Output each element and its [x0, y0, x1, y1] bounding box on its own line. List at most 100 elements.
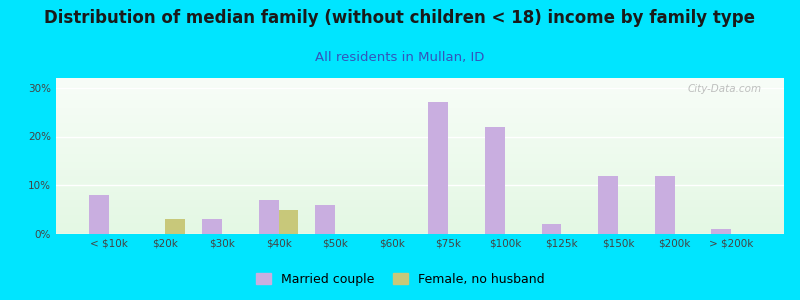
Bar	[56, 151, 784, 153]
Bar	[56, 92, 784, 94]
Bar	[56, 104, 784, 106]
Bar	[56, 95, 784, 97]
Bar	[56, 100, 784, 101]
Bar	[166, 219, 186, 234]
Bar	[56, 176, 784, 178]
Bar	[56, 186, 784, 187]
Bar	[711, 229, 731, 234]
Bar	[56, 101, 784, 103]
Bar	[56, 206, 784, 208]
Bar	[56, 91, 784, 92]
Bar	[56, 150, 784, 151]
Bar	[56, 214, 784, 215]
Text: City-Data.com: City-Data.com	[688, 84, 762, 94]
Bar	[56, 167, 784, 169]
Bar	[56, 111, 784, 112]
Bar	[56, 158, 784, 159]
Bar	[56, 143, 784, 145]
Bar	[56, 232, 784, 234]
Bar	[315, 205, 335, 234]
Bar	[56, 226, 784, 228]
Bar	[56, 225, 784, 226]
Bar	[598, 176, 618, 234]
Bar	[56, 212, 784, 214]
Bar	[56, 94, 784, 95]
Bar	[56, 203, 784, 204]
Bar	[56, 179, 784, 181]
Bar	[56, 175, 784, 176]
Bar	[56, 125, 784, 126]
Bar	[56, 182, 784, 184]
Bar	[56, 181, 784, 182]
Bar	[56, 80, 784, 81]
Bar	[56, 217, 784, 218]
Bar	[56, 134, 784, 136]
Bar	[56, 196, 784, 198]
Bar	[56, 169, 784, 170]
Bar	[56, 153, 784, 154]
Bar	[258, 200, 278, 234]
Bar	[56, 165, 784, 167]
Bar	[56, 189, 784, 190]
Bar	[56, 215, 784, 217]
Bar	[654, 176, 674, 234]
Bar	[56, 194, 784, 195]
Bar	[429, 102, 448, 234]
Bar	[56, 223, 784, 225]
Text: All residents in Mullan, ID: All residents in Mullan, ID	[315, 51, 485, 64]
Bar	[56, 140, 784, 142]
Bar	[56, 145, 784, 147]
Bar	[56, 161, 784, 162]
Bar	[56, 116, 784, 117]
Bar	[56, 228, 784, 229]
Bar	[56, 178, 784, 179]
Bar	[56, 136, 784, 137]
Bar	[56, 118, 784, 120]
Bar	[56, 112, 784, 114]
Bar	[56, 162, 784, 164]
Bar	[56, 204, 784, 206]
Bar	[56, 123, 784, 125]
Bar	[56, 103, 784, 104]
Bar	[56, 126, 784, 128]
Bar	[56, 120, 784, 122]
Bar	[56, 170, 784, 172]
Bar	[56, 229, 784, 231]
Bar	[56, 131, 784, 133]
Bar	[56, 218, 784, 220]
Bar	[542, 224, 562, 234]
Bar	[485, 127, 505, 234]
Bar	[56, 133, 784, 134]
Bar	[56, 154, 784, 156]
Bar	[56, 221, 784, 223]
Bar	[89, 195, 109, 234]
Bar	[56, 142, 784, 143]
Bar	[56, 89, 784, 91]
Bar	[56, 231, 784, 232]
Bar	[56, 164, 784, 165]
Bar	[56, 200, 784, 201]
Bar	[56, 117, 784, 118]
Bar	[202, 219, 222, 234]
Bar	[56, 130, 784, 131]
Bar	[56, 192, 784, 194]
Bar	[56, 195, 784, 196]
Text: Distribution of median family (without children < 18) income by family type: Distribution of median family (without c…	[45, 9, 755, 27]
Bar	[56, 220, 784, 221]
Bar	[56, 139, 784, 140]
Bar	[56, 98, 784, 100]
Bar	[56, 209, 784, 211]
Bar	[278, 210, 298, 234]
Bar	[56, 147, 784, 148]
Bar	[56, 86, 784, 87]
Bar	[56, 108, 784, 109]
Bar	[56, 184, 784, 186]
Bar	[56, 114, 784, 116]
Bar	[56, 97, 784, 98]
Bar	[56, 198, 784, 200]
Bar	[56, 81, 784, 83]
Bar	[56, 148, 784, 150]
Bar	[56, 106, 784, 108]
Bar	[56, 109, 784, 111]
Bar	[56, 211, 784, 212]
